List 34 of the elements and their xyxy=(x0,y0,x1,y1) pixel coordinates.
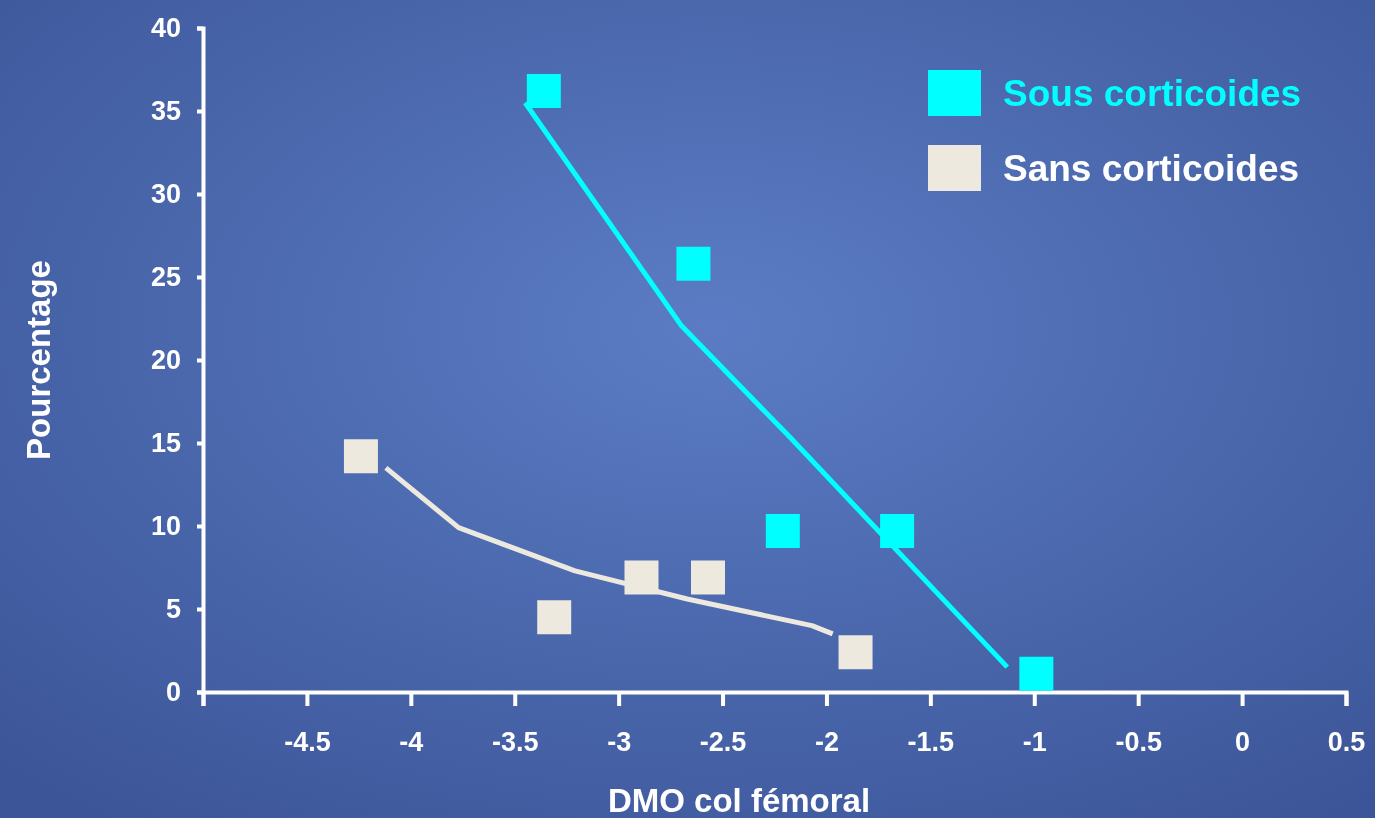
y-tick-label: 35 xyxy=(150,96,181,127)
x-tick-label: -2.5 xyxy=(699,727,747,758)
y-axis-title: Pourcentage xyxy=(20,260,57,460)
point xyxy=(526,74,561,109)
point xyxy=(838,635,873,670)
x-tick-label: 0 xyxy=(1235,727,1251,758)
x-tick-label: -4.5 xyxy=(284,727,331,758)
y-tick-label: 15 xyxy=(150,428,181,459)
y-tick-label: 25 xyxy=(150,262,181,293)
x-tick-label: -3 xyxy=(607,727,632,758)
legend-label: Sous corticoides xyxy=(1003,73,1302,114)
y-tick-label: 40 xyxy=(150,13,181,44)
y-tick-label: 20 xyxy=(150,345,181,376)
x-tick-label: -3.5 xyxy=(491,727,539,758)
point xyxy=(624,560,659,595)
x-axis-title: DMO col fémoral xyxy=(607,782,871,818)
y-tick-label: 0 xyxy=(165,677,181,708)
x-tick-label: -0.5 xyxy=(1115,727,1162,758)
x-tick-label: -4 xyxy=(399,727,424,758)
y-tick-label: 10 xyxy=(150,511,181,542)
x-tick-label: -1.5 xyxy=(907,727,955,758)
legend-label: Sans corticoides xyxy=(1003,148,1300,189)
point xyxy=(691,560,725,595)
point xyxy=(765,513,800,548)
point xyxy=(537,600,572,635)
x-tick-label: -2 xyxy=(814,727,839,758)
y-tick-label: 30 xyxy=(150,179,181,210)
point xyxy=(1019,656,1054,691)
point xyxy=(880,513,915,548)
x-tick-label: -1 xyxy=(1022,727,1047,758)
x-tick-label: 0.5 xyxy=(1327,727,1366,758)
point xyxy=(343,439,378,474)
y-tick-label: 5 xyxy=(165,594,181,625)
point xyxy=(676,246,711,281)
